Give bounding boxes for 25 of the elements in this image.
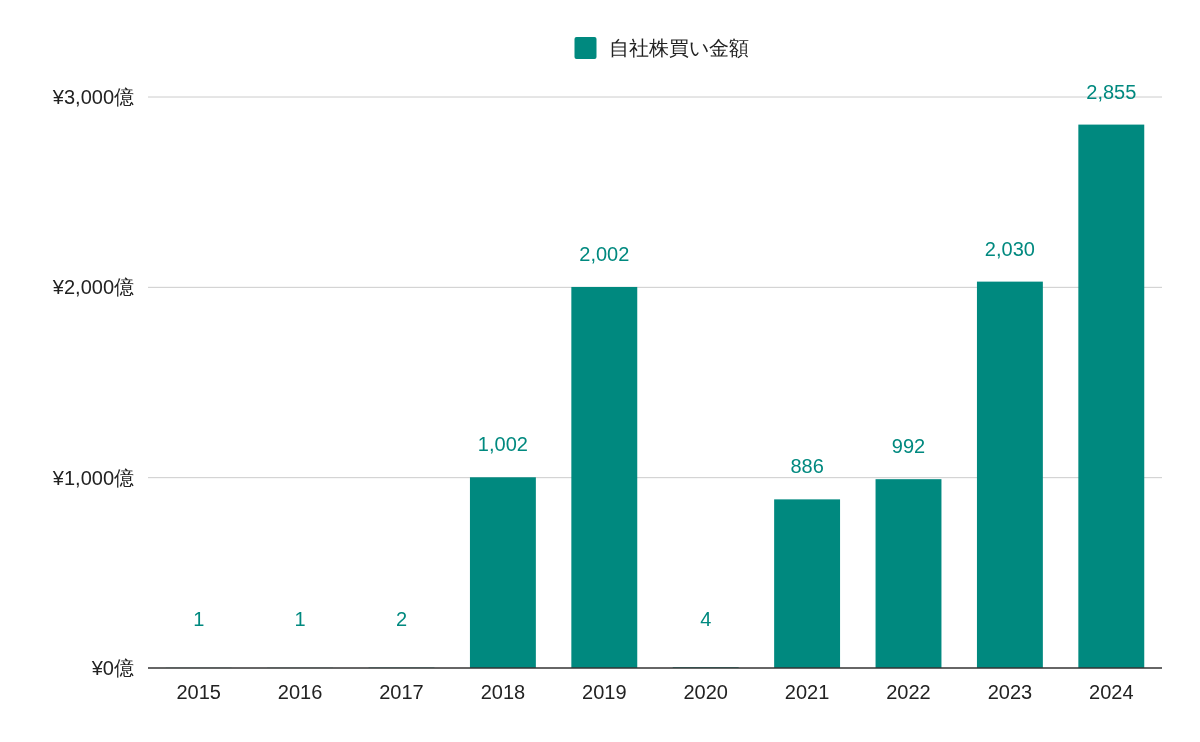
x-tick-label: 2018 [480, 681, 526, 703]
x-tick-label: 2016 [277, 681, 323, 703]
data-label: 2,855 [1086, 80, 1137, 103]
data-label: 2,030 [984, 237, 1035, 260]
x-tick-label: 2022 [886, 681, 931, 703]
y-tick-label: ¥2,000億 [51, 276, 134, 299]
legend-label: 自社株買い金額 [608, 37, 749, 59]
data-label: 886 [790, 455, 824, 478]
data-label: 992 [891, 435, 926, 458]
y-tick-label: ¥3,000億 [51, 86, 134, 108]
x-tick-label: 2021 [784, 681, 830, 703]
x-tick-label: 2019 [582, 681, 627, 703]
x-tick-label: 2015 [176, 681, 221, 703]
y-tick-label: ¥1,000億 [51, 466, 134, 489]
y-tick-label: ¥0億 [90, 657, 134, 679]
x-tick-label: 2020 [683, 681, 728, 703]
data-label: 2 [395, 608, 408, 630]
x-tick-label: 2023 [987, 681, 1033, 703]
data-label: 4 [700, 608, 712, 630]
x-tick-label: 2017 [379, 681, 424, 703]
x-tick-label: 2024 [1089, 681, 1134, 703]
data-label: 1 [294, 608, 306, 630]
data-label: 1 [193, 608, 205, 630]
data-label: 1,002 [477, 433, 528, 456]
data-label: 2,002 [579, 242, 630, 265]
